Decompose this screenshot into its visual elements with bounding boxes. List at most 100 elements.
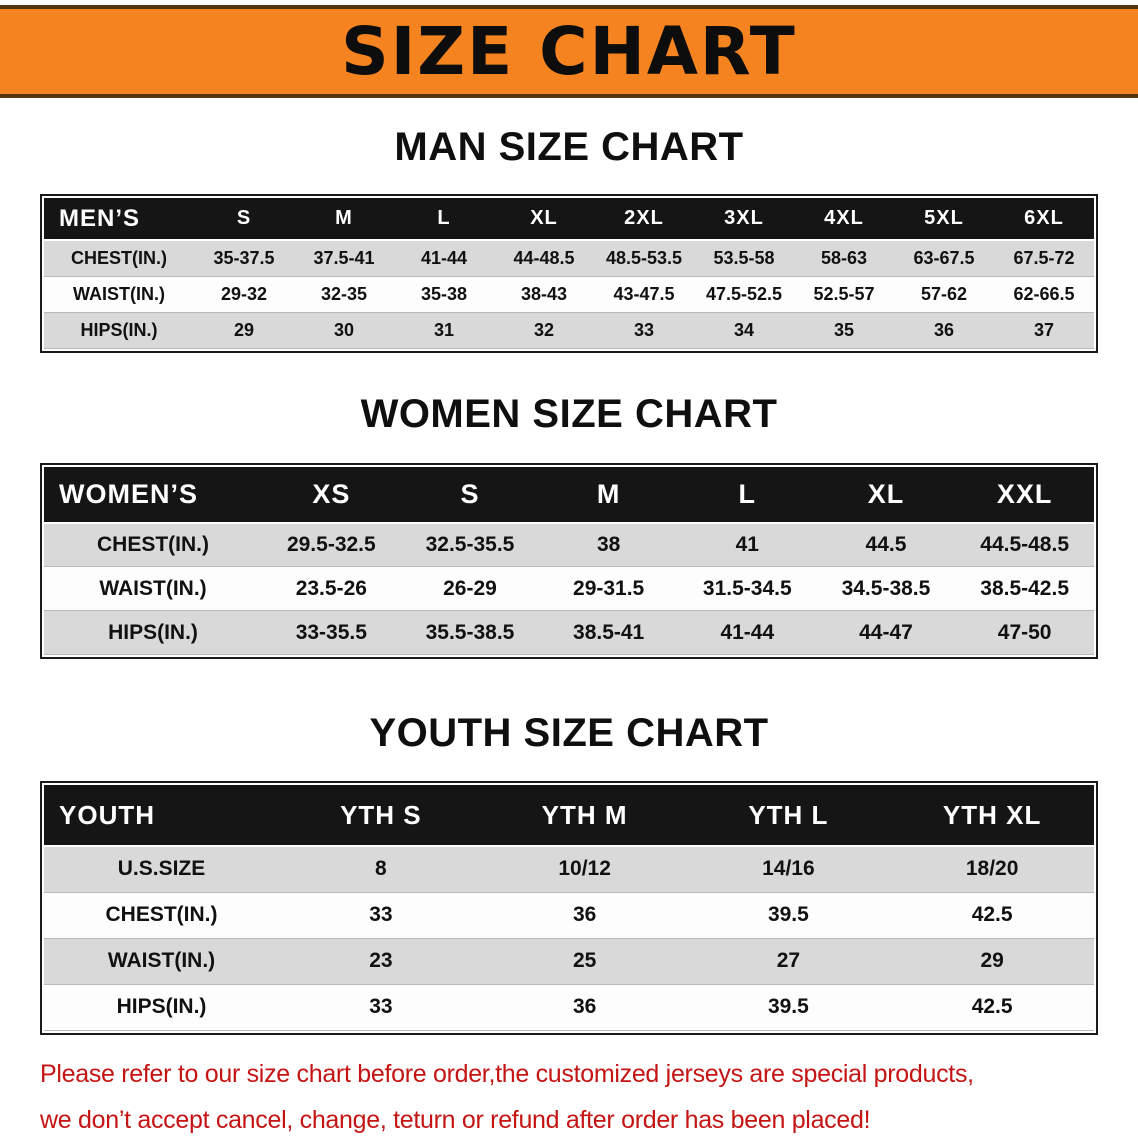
banner: SIZE CHART	[0, 5, 1138, 98]
size-value-cell: 47.5-52.5	[694, 276, 794, 312]
size-value-cell: 38.5-42.5	[955, 567, 1094, 611]
size-value-cell: 37.5-41	[294, 240, 394, 276]
size-value-cell: 41	[678, 523, 817, 567]
size-value-cell: 42.5	[890, 984, 1094, 1030]
size-value-cell: 38-43	[494, 276, 594, 312]
size-value-cell: 62-66.5	[994, 276, 1094, 312]
size-value-cell: 32.5-35.5	[401, 523, 540, 567]
size-column-header: 5XL	[894, 198, 994, 240]
size-value-cell: 18/20	[890, 846, 1094, 892]
size-column-header: M	[294, 198, 394, 240]
size-value-cell: 27	[687, 938, 891, 984]
size-value-cell: 34	[694, 312, 794, 348]
size-value-cell: 29-32	[194, 276, 294, 312]
size-value-cell: 44.5	[817, 523, 956, 567]
size-column-header: XS	[262, 467, 401, 523]
size-column-header: S	[401, 467, 540, 523]
size-value-cell: 34.5-38.5	[817, 567, 956, 611]
size-value-cell: 35-37.5	[194, 240, 294, 276]
size-value-cell: 57-62	[894, 276, 994, 312]
size-value-cell: 29	[890, 938, 1094, 984]
size-value-cell: 33	[594, 312, 694, 348]
size-column-header: S	[194, 198, 294, 240]
row-label: WAIST(IN.)	[44, 938, 279, 984]
size-value-cell: 23	[279, 938, 483, 984]
size-value-cell: 35.5-38.5	[401, 611, 540, 655]
size-column-header: XL	[817, 467, 956, 523]
size-value-cell: 36	[894, 312, 994, 348]
row-label: CHEST(IN.)	[44, 523, 262, 567]
size-value-cell: 38	[539, 523, 678, 567]
row-label: HIPS(IN.)	[44, 984, 279, 1030]
row-label: U.S.SIZE	[44, 846, 279, 892]
row-label: WAIST(IN.)	[44, 276, 194, 312]
notice-line-2: we don’t accept cancel, change, teturn o…	[40, 1097, 1138, 1143]
page-title: SIZE CHART	[341, 19, 797, 85]
size-value-cell: 31.5-34.5	[678, 567, 817, 611]
size-column-header: 3XL	[694, 198, 794, 240]
size-value-cell: 8	[279, 846, 483, 892]
size-value-cell: 29	[194, 312, 294, 348]
row-label: CHEST(IN.)	[44, 892, 279, 938]
footer-notice: Please refer to our size chart before or…	[40, 1051, 1138, 1143]
size-value-cell: 42.5	[890, 892, 1094, 938]
size-column-header: L	[394, 198, 494, 240]
size-value-cell: 25	[483, 938, 687, 984]
row-label: HIPS(IN.)	[44, 611, 262, 655]
size-column-header: M	[539, 467, 678, 523]
size-value-cell: 39.5	[687, 892, 891, 938]
size-value-cell: 39.5	[687, 984, 891, 1030]
size-value-cell: 35-38	[394, 276, 494, 312]
size-value-cell: 47-50	[955, 611, 1094, 655]
size-column-header: XXL	[955, 467, 1094, 523]
size-value-cell: 10/12	[483, 846, 687, 892]
size-value-cell: 33	[279, 892, 483, 938]
size-value-cell: 37	[994, 312, 1094, 348]
size-value-cell: 33	[279, 984, 483, 1030]
size-value-cell: 35	[794, 312, 894, 348]
notice-line-1: Please refer to our size chart before or…	[40, 1051, 1138, 1097]
size-value-cell: 33-35.5	[262, 611, 401, 655]
table-title-cell: MEN’S	[44, 198, 194, 240]
size-column-header: YTH L	[687, 785, 891, 846]
size-column-header: YTH M	[483, 785, 687, 846]
size-value-cell: 48.5-53.5	[594, 240, 694, 276]
size-column-header: YTH S	[279, 785, 483, 846]
size-column-header: 4XL	[794, 198, 894, 240]
size-value-cell: 63-67.5	[894, 240, 994, 276]
size-value-cell: 31	[394, 312, 494, 348]
size-value-cell: 23.5-26	[262, 567, 401, 611]
size-value-cell: 26-29	[401, 567, 540, 611]
row-label: WAIST(IN.)	[44, 567, 262, 611]
size-column-header: XL	[494, 198, 594, 240]
size-column-header: L	[678, 467, 817, 523]
size-column-header: YTH XL	[890, 785, 1094, 846]
size-value-cell: 67.5-72	[994, 240, 1094, 276]
size-value-cell: 32	[494, 312, 594, 348]
size-value-cell: 29-31.5	[539, 567, 678, 611]
size-value-cell: 36	[483, 984, 687, 1030]
women-section-heading: WOMEN SIZE CHART	[0, 392, 1138, 436]
size-value-cell: 52.5-57	[794, 276, 894, 312]
size-column-header: 2XL	[594, 198, 694, 240]
